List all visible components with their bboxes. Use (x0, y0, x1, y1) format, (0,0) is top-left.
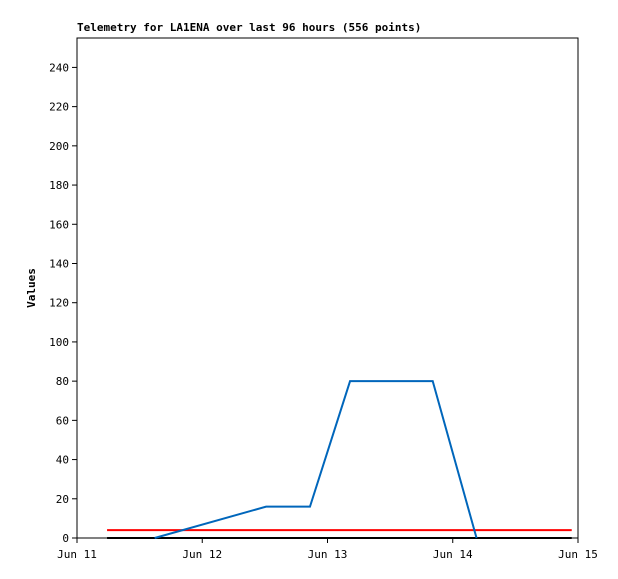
chart-title: Telemetry for LA1ENA over last 96 hours … (77, 21, 421, 34)
y-tick-label: 60 (56, 414, 69, 427)
y-axis-label: Values (25, 268, 38, 308)
x-tick-label: Jun 11 (57, 548, 97, 561)
y-tick-label: 80 (56, 375, 69, 388)
x-tick-label: Jun 15 (558, 548, 598, 561)
y-tick-label: 40 (56, 454, 69, 467)
x-tick-label: Jun 13 (308, 548, 348, 561)
y-tick-label: 120 (49, 297, 69, 310)
y-tick-label: 220 (49, 101, 69, 114)
y-tick-label: 240 (49, 61, 69, 74)
x-tick-label: Jun 12 (182, 548, 222, 561)
y-tick-label: 140 (49, 257, 69, 270)
y-tick-label: 160 (49, 218, 69, 231)
y-tick-label: 0 (62, 532, 69, 545)
y-tick-label: 100 (49, 336, 69, 349)
y-tick-label: 20 (56, 493, 69, 506)
x-tick-label: Jun 14 (433, 548, 473, 561)
y-tick-label: 200 (49, 140, 69, 153)
series-line (154, 380, 478, 539)
y-tick-label: 180 (49, 179, 69, 192)
plot-frame (76, 37, 579, 539)
